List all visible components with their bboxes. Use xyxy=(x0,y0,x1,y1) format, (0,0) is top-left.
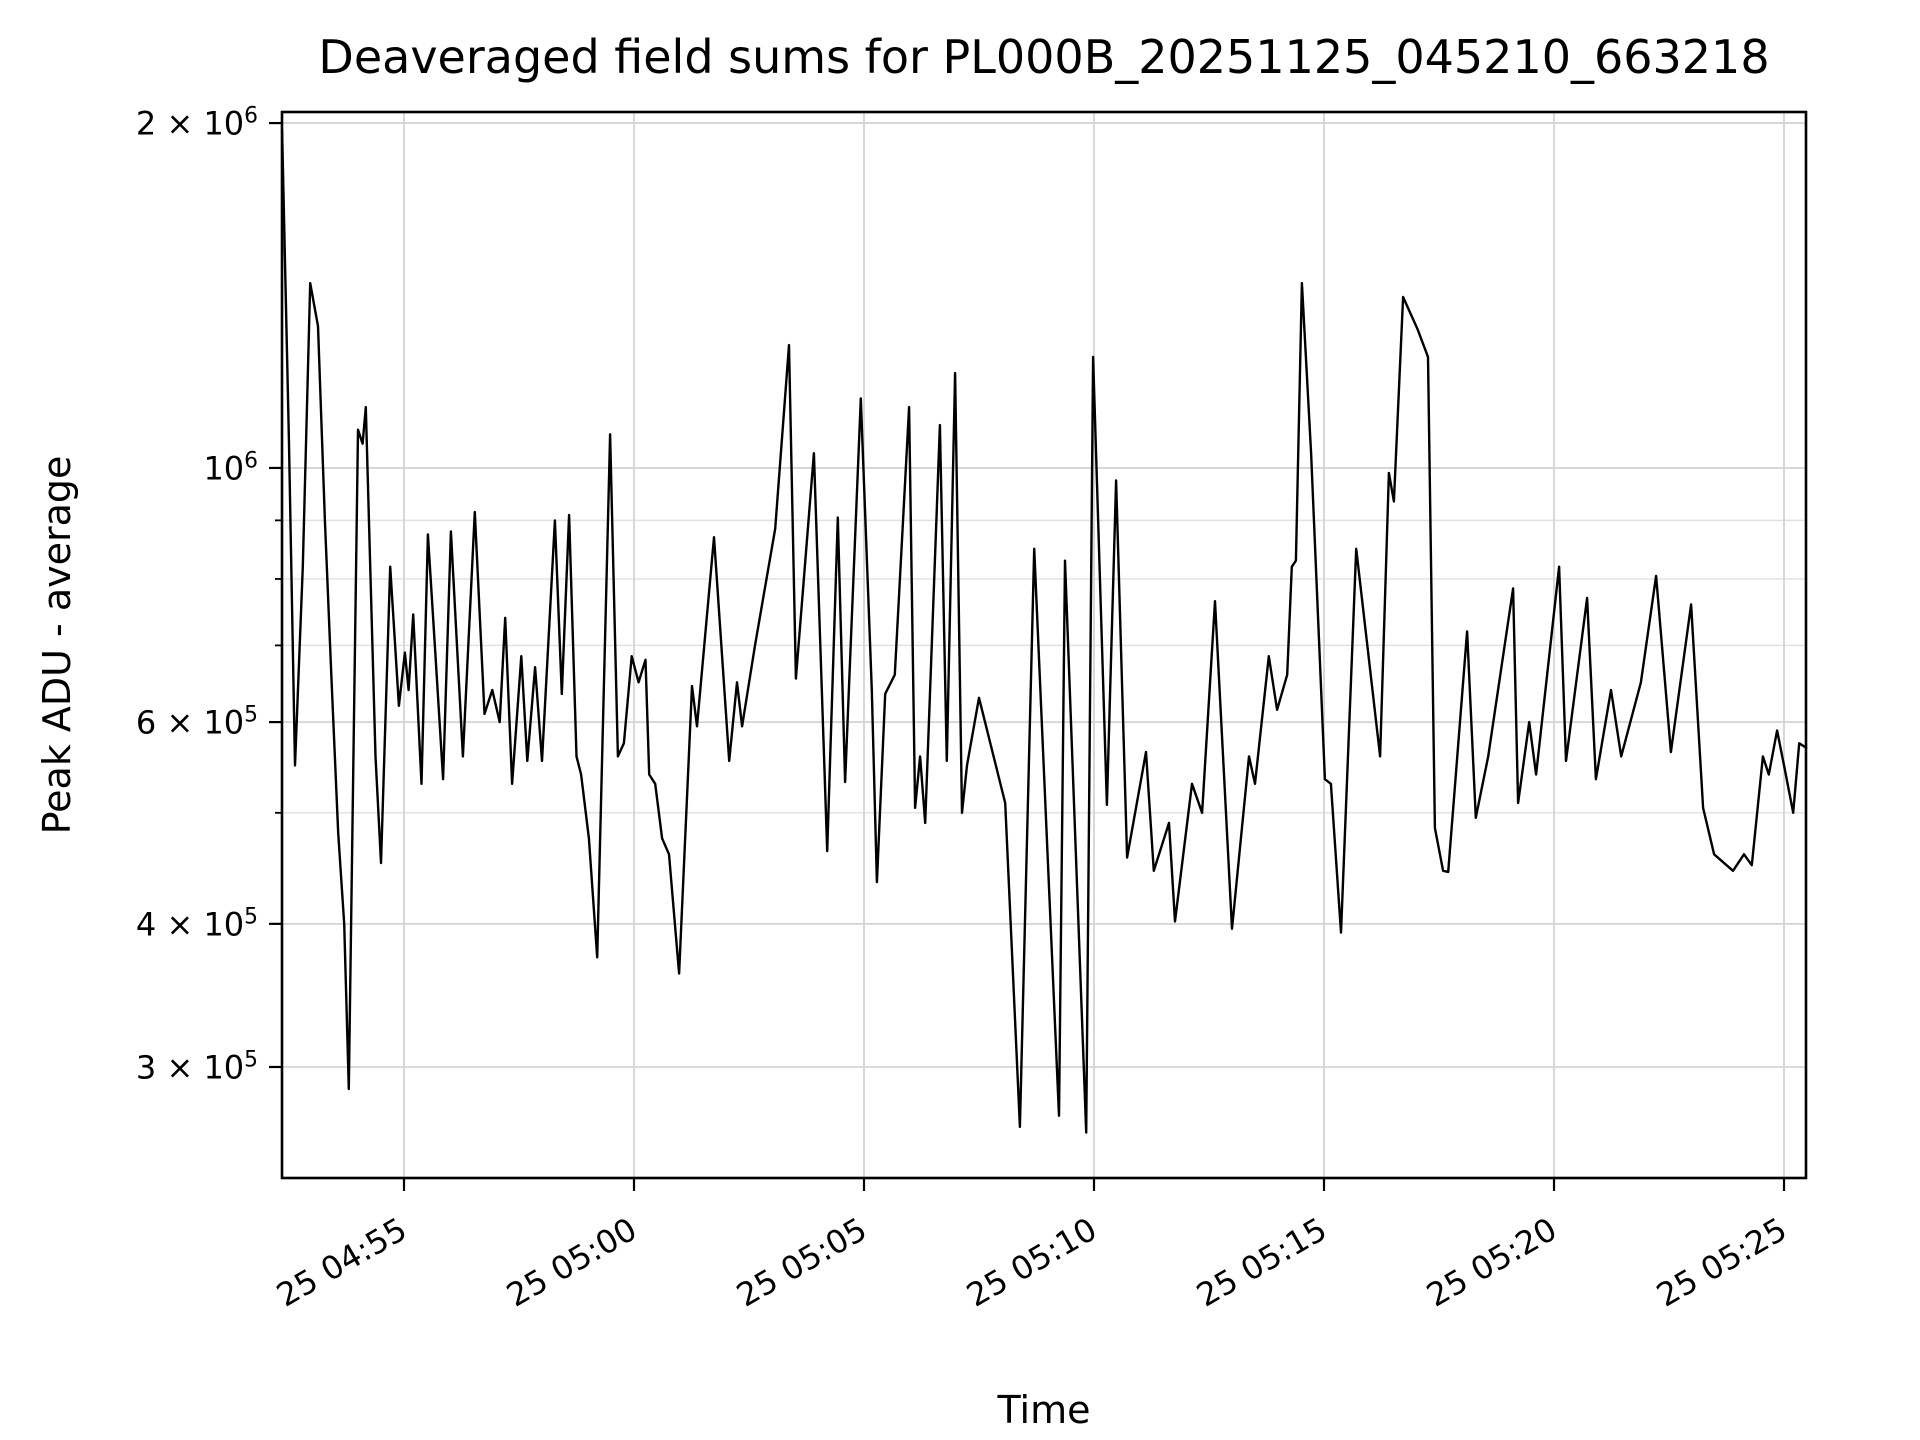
minor-gridlines xyxy=(282,519,1806,814)
major-gridlines xyxy=(282,112,1806,1178)
y-tick-label: 6 × 105 xyxy=(135,702,258,742)
tick-marks xyxy=(269,121,1786,1191)
y-tick-label: 106 xyxy=(203,448,258,488)
chart-title: Deaveraged field sums for PL000B_2025112… xyxy=(318,30,1770,84)
y-tick-label: 3 × 105 xyxy=(135,1047,258,1087)
data-line xyxy=(280,129,1808,1134)
y-tick-label: 2 × 106 xyxy=(135,103,258,143)
axes-spines xyxy=(280,110,1808,1180)
x-axis-label: Time xyxy=(997,1388,1091,1432)
y-tick-label: 4 × 105 xyxy=(135,904,258,944)
